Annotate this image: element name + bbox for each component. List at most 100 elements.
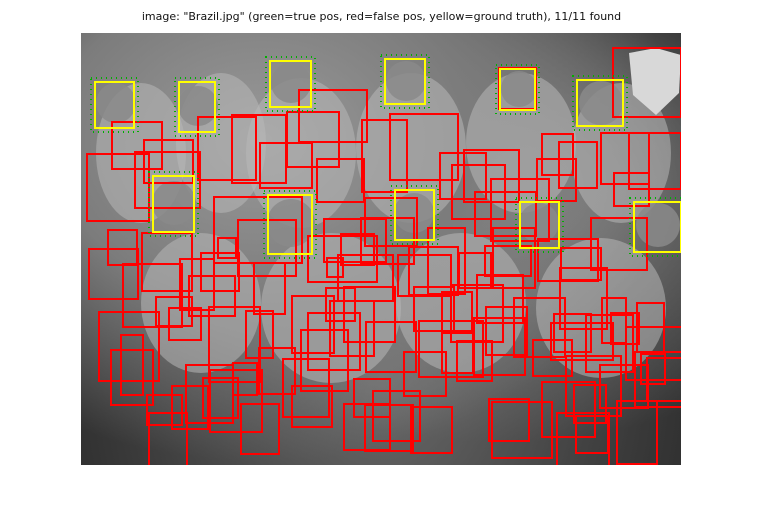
false-positive-box-32 [307, 235, 378, 283]
false-positive-box-95 [541, 381, 596, 438]
false-positive-box-58 [418, 320, 484, 378]
false-positive-box-35 [364, 197, 418, 247]
false-positive-box-41 [441, 291, 473, 332]
false-positive-box-74 [625, 326, 681, 381]
false-positive-box-82 [209, 369, 263, 433]
false-positive-box-75 [120, 334, 144, 396]
false-positive-box-48 [155, 296, 193, 327]
false-positive-box-38 [427, 227, 466, 295]
ground-truth-box-5 [499, 68, 536, 111]
false-positive-box-97 [575, 415, 609, 454]
false-positive-box-76 [110, 349, 154, 406]
false-positive-box-83 [232, 362, 258, 396]
false-positive-box-42 [474, 191, 537, 237]
false-positive-box-110 [560, 247, 602, 281]
false-positive-box-99 [616, 400, 658, 465]
false-positive-box-87 [291, 385, 333, 428]
false-positive-box-103 [200, 252, 240, 292]
detection-overlay [86, 47, 681, 465]
false-positive-boxes [86, 47, 681, 465]
false-positive-box-49 [179, 258, 215, 311]
ground-truth-box-2 [178, 81, 216, 133]
false-positive-box-104 [326, 257, 344, 278]
true-positive-box-1 [90, 77, 139, 133]
false-positive-box-109 [217, 237, 237, 259]
false-positive-box-108 [168, 307, 202, 341]
false-positive-box-18 [541, 133, 574, 176]
false-positive-box-96 [556, 412, 610, 465]
false-positive-box-66 [532, 339, 573, 377]
false-positive-box-26 [88, 248, 139, 300]
ground-truth-box-8 [267, 194, 313, 255]
false-positive-box-93 [488, 398, 530, 442]
false-positive-box-33 [323, 218, 387, 263]
ground-truth-box-10 [519, 201, 560, 249]
false-positive-box-86 [282, 358, 330, 418]
false-positive-box-67 [550, 322, 614, 361]
false-positive-box-45 [492, 227, 536, 289]
false-positive-box-113 [484, 245, 532, 277]
photo-silhouettes [96, 48, 681, 383]
false-positive-box-12 [389, 113, 459, 181]
ground-truth-box-7 [152, 175, 195, 233]
false-positive-box-20 [600, 132, 650, 185]
false-positive-box-112 [458, 252, 492, 289]
true-positive-box-8 [263, 190, 317, 259]
false-positive-box-89 [343, 403, 391, 451]
true-positive-boxes [90, 54, 681, 259]
true-positive-box-2 [174, 77, 220, 137]
false-positive-box-27 [122, 263, 183, 328]
false-positive-box-59 [413, 286, 455, 332]
false-positive-box-98 [573, 384, 607, 424]
false-positive-box-25 [107, 229, 138, 266]
false-positive-box-57 [365, 321, 417, 373]
false-positive-box-68 [553, 313, 592, 353]
false-positive-box-10 [316, 158, 365, 203]
false-positive-box-9 [298, 89, 368, 143]
false-positive-box-63 [473, 317, 526, 376]
crest-shape [629, 48, 681, 115]
true-positive-box-9 [390, 185, 439, 245]
false-positive-box-23 [612, 47, 681, 118]
figure-title: image: "Brazil.jpg" (green=true pos, red… [141, 10, 622, 23]
false-positive-box-106 [300, 329, 349, 392]
true-positive-box-10 [515, 197, 564, 253]
false-positive-box-81 [202, 377, 239, 419]
false-positive-box-111 [601, 297, 627, 344]
ground-truth-box-11 [633, 201, 681, 253]
false-positive-box-105 [340, 233, 375, 266]
false-positive-box-56 [343, 286, 396, 343]
false-positive-box-5 [197, 116, 257, 181]
false-positive-box-65 [513, 297, 566, 358]
true-positive-box-4 [380, 54, 430, 109]
false-positive-box-100 [640, 353, 666, 385]
ground-truth-box-6 [576, 79, 624, 127]
false-positive-box-77 [146, 394, 183, 426]
ground-truth-boxes [94, 58, 681, 255]
false-positive-box-79 [171, 385, 209, 430]
ground-truth-box-3 [269, 60, 312, 108]
true-positive-box-11 [629, 197, 681, 257]
false-positive-box-92 [410, 406, 453, 454]
false-positive-box-85 [258, 347, 296, 395]
false-positive-box-2 [143, 139, 194, 184]
true-positive-box-7 [148, 171, 199, 237]
false-positive-box-84 [240, 403, 280, 455]
false-positive-box-47 [98, 311, 160, 382]
false-positive-box-94 [491, 401, 553, 459]
false-positive-box-19 [558, 141, 598, 189]
false-positive-box-102 [636, 302, 665, 353]
true-positive-box-6 [572, 75, 628, 131]
false-positive-box-53 [291, 295, 335, 354]
true-positive-box-3 [265, 56, 316, 112]
ground-truth-box-9 [394, 189, 435, 241]
false-positive-box-11 [361, 119, 408, 193]
ground-truth-box-4 [384, 58, 426, 105]
false-positive-box-22 [628, 132, 681, 190]
false-positive-box-50 [188, 275, 236, 317]
false-positive-box-78 [148, 412, 188, 465]
false-positive-box-91 [372, 390, 421, 442]
false-positive-box-46 [590, 217, 648, 271]
false-positive-box-107 [325, 287, 356, 322]
false-positive-box-55 [329, 300, 375, 357]
